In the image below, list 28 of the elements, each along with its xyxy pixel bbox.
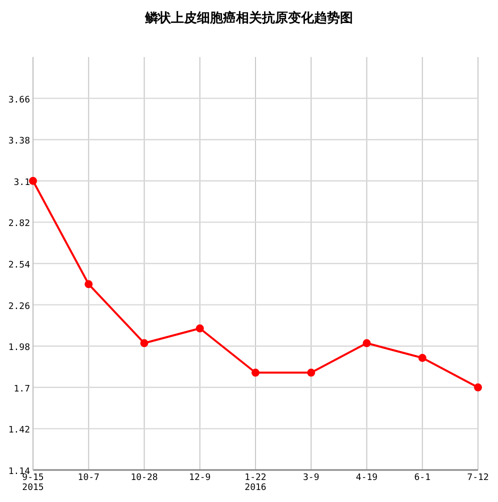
point (418, 354, 426, 362)
y-tick-label: 2.26 (8, 302, 30, 312)
point (196, 324, 204, 332)
x-tick-label: 7-12 (467, 473, 489, 483)
x-tick-label: 10-7 (78, 473, 100, 483)
point (474, 383, 482, 392)
y-tick-label: 1.98 (8, 343, 30, 354)
x-tick-label: 6-1 (414, 473, 431, 483)
point (252, 368, 260, 377)
point (140, 339, 148, 348)
y-tick-label: 3.38 (8, 136, 30, 147)
x-tick-label: 3-9 (302, 473, 320, 483)
y-tick-label: 3.66 (8, 95, 30, 106)
y-tick-label: 3.1 (14, 178, 30, 188)
x-tick-label: 1-22 2016 (244, 473, 266, 493)
y-tick-label: 2.82 (8, 219, 30, 230)
x-tick-label: 12-9 (189, 473, 211, 483)
chart-title: 鳞状上皮细胞癌相关抗原变化趋势图 (144, 10, 353, 26)
x-tick-label: 4-19 (356, 473, 378, 483)
y-tick-label: 1.42 (8, 426, 30, 436)
point (307, 368, 316, 377)
x-tick-label: 10-28 (130, 473, 158, 483)
point (29, 176, 37, 185)
x-tick-label: 9-15 2015 (22, 473, 44, 493)
y-tick-label: 1.7 (14, 384, 30, 394)
point (84, 280, 93, 288)
point (362, 339, 371, 348)
y-tick-label: 2.54 (8, 260, 30, 270)
